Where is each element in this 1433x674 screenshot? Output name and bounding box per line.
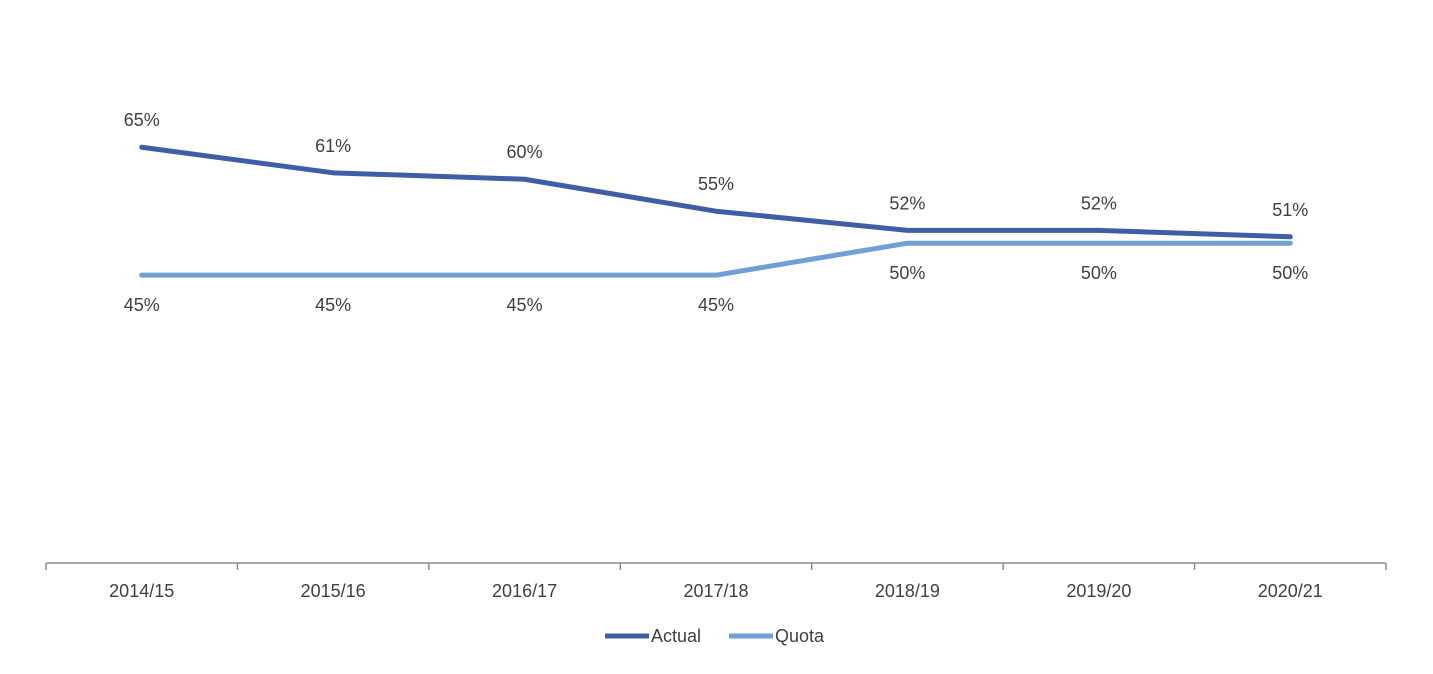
data-label-actual: 52% [1081,193,1117,213]
x-tick-label: 2015/16 [301,581,366,601]
legend: Actual Quota [605,626,825,646]
data-label-quota: 50% [1272,263,1308,283]
x-tick-label: 2017/18 [683,581,748,601]
data-label-actual: 51% [1272,200,1308,220]
data-label-quota: 45% [124,295,160,315]
data-label-actual: 60% [507,142,543,162]
data-label-actual: 52% [889,193,925,213]
x-tick-label: 2016/17 [492,581,557,601]
x-tick-label: 2014/15 [109,581,174,601]
data-labels: 65% 61% 60% 55% 52% 52% 51% 45% 45% 45% 45% 50% 50% 5… [124,110,1309,315]
x-axis: 2014/15 2015/16 2016/17 2017/18 2018/19 2019/… [45,562,1387,601]
x-tick-label: 2020/21 [1258,581,1323,601]
data-label-quota: 45% [698,295,734,315]
series-lines [139,144,1293,278]
legend-item-quota: Quota [729,626,825,646]
x-tick-label: 2019/20 [1066,581,1131,601]
series-line-quota [139,240,1293,278]
x-tick-label: 2018/19 [875,581,940,601]
data-label-quota: 45% [507,295,543,315]
data-label-quota: 50% [889,263,925,283]
data-label-actual: 65% [124,110,160,130]
series-line-actual [139,144,1293,240]
data-label-quota: 45% [315,295,351,315]
legend-item-actual: Actual [605,626,701,646]
legend-label: Quota [775,626,825,646]
legend-label: Actual [651,626,701,646]
data-label-quota: 50% [1081,263,1117,283]
data-label-actual: 61% [315,136,351,156]
data-label-actual: 55% [698,174,734,194]
